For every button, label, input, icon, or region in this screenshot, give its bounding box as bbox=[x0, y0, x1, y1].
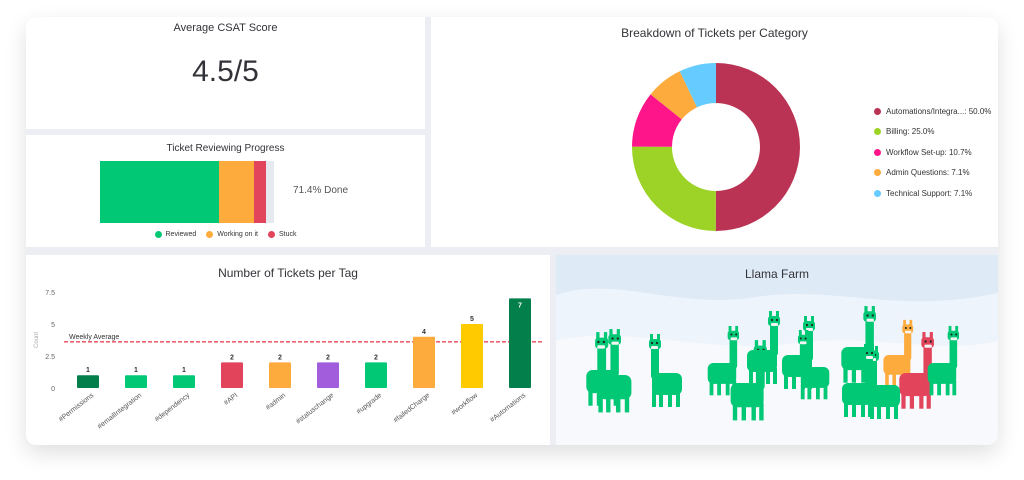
x-tick-label: #emailIntegration bbox=[97, 392, 144, 431]
bar[interactable] bbox=[221, 362, 243, 388]
legend-dot-icon bbox=[267, 231, 275, 238]
bar[interactable] bbox=[509, 298, 531, 388]
bar-value-label: 5 bbox=[470, 316, 474, 323]
progress-segment bbox=[218, 161, 254, 223]
bar[interactable] bbox=[173, 375, 195, 388]
llama-figure bbox=[797, 329, 830, 400]
csat-score: 4.5/5 bbox=[192, 55, 259, 88]
llama-figure bbox=[747, 311, 780, 384]
progress-legend: Reviewed Working on it Stuck bbox=[26, 231, 425, 238]
legend-dot-icon bbox=[206, 231, 214, 238]
bar-chart: 0 2.5 5 7.5 Count Weekly Average 1 #Permissions… bbox=[34, 290, 544, 431]
donut-slice[interactable] bbox=[679, 63, 716, 108]
y-tick-label: 5 bbox=[51, 322, 55, 329]
progress-done-label: 71.4% Done bbox=[293, 185, 349, 196]
bar-value-label: 2 bbox=[374, 354, 378, 361]
category-breakdown-widget[interactable]: Breakdown of Tickets per Category Automa… bbox=[431, 17, 998, 247]
llama-figure bbox=[595, 332, 632, 413]
legend-dot-icon bbox=[154, 231, 162, 238]
bar-value-label: 7 bbox=[518, 302, 522, 309]
llama-title: Llama Farm bbox=[744, 267, 809, 281]
bar-value-label: 1 bbox=[182, 367, 186, 374]
legend-label: Reviewed bbox=[165, 231, 197, 238]
donut-legend-item: Workflow Set-up: 10.7% bbox=[874, 142, 991, 163]
legend-label: Technical Support: 7.1% bbox=[886, 188, 973, 198]
donut-legend-item: Admin Questions: 7.1% bbox=[874, 163, 991, 184]
donut-legend: Automations/Integra...: 50.0% Billing: 25… bbox=[874, 101, 991, 204]
legend-label: Automations/Integra...: 50.0% bbox=[886, 106, 992, 116]
x-tick-label: #API bbox=[223, 392, 239, 407]
legend-item: Reviewed bbox=[154, 231, 197, 238]
y-tick-label: 7.5 bbox=[45, 290, 55, 297]
llama-farm-scene bbox=[556, 288, 998, 445]
x-tick-label: #upgrade bbox=[356, 392, 384, 416]
bar[interactable] bbox=[413, 336, 435, 388]
y-tick-label: 0 bbox=[51, 386, 55, 393]
tickets-per-tag-widget[interactable]: Number of Tickets per Tag 0 2.5 5 7.5 Count W… bbox=[26, 255, 550, 445]
donut-legend-item: Technical Support: 7.1% bbox=[874, 183, 991, 204]
legend-label: Stuck bbox=[278, 231, 297, 238]
bar-value-label: 1 bbox=[134, 367, 138, 374]
donut-legend-item: Billing: 25.0% bbox=[874, 122, 991, 143]
csat-title: Average CSAT Score bbox=[173, 22, 278, 34]
bar-value-label: 2 bbox=[326, 354, 330, 361]
legend-label: Workflow Set-up: 10.7% bbox=[886, 147, 972, 157]
progress-widget[interactable]: Ticket Reviewing Progress 71.4% Done Rev… bbox=[26, 135, 425, 247]
bar[interactable] bbox=[317, 362, 339, 388]
progress-segment bbox=[254, 161, 266, 223]
bar-value-label: 2 bbox=[278, 354, 282, 361]
legend-item: Stuck bbox=[267, 231, 297, 238]
bar[interactable] bbox=[269, 362, 291, 388]
breakdown-title: Breakdown of Tickets per Category bbox=[621, 26, 808, 40]
donut-slice[interactable] bbox=[632, 94, 682, 147]
donut-chart bbox=[632, 63, 800, 231]
llama-figure bbox=[842, 344, 875, 417]
bar-value-label: 4 bbox=[422, 329, 426, 336]
x-tick-label: #dependency bbox=[154, 392, 192, 424]
x-tick-label: #admin bbox=[265, 392, 287, 412]
donut-slice[interactable] bbox=[650, 71, 697, 120]
legend-dot-icon bbox=[874, 189, 881, 197]
x-tick-label: #statuschange bbox=[295, 392, 335, 426]
llama-figure bbox=[927, 325, 960, 396]
llama-figure bbox=[649, 334, 682, 407]
x-tick-label: #failedCharge bbox=[393, 392, 432, 424]
legend-dot-icon bbox=[874, 128, 881, 136]
bar-value-label: 2 bbox=[230, 354, 234, 361]
x-tick-label: #workflow bbox=[450, 391, 480, 416]
bar[interactable] bbox=[125, 375, 147, 388]
llama-farm-widget[interactable]: Llama Farm bbox=[556, 255, 998, 445]
legend-item: Working on it bbox=[206, 231, 258, 238]
y-tick-label: 2.5 bbox=[45, 354, 55, 361]
legend-dot-icon bbox=[874, 148, 881, 156]
progress-title: Ticket Reviewing Progress bbox=[166, 143, 285, 154]
weekly-average-label: Weekly Average bbox=[69, 334, 119, 341]
tags-title: Number of Tickets per Tag bbox=[218, 266, 358, 280]
progress-segment bbox=[100, 161, 219, 223]
donut-slice[interactable] bbox=[715, 63, 800, 231]
legend-dot-icon bbox=[874, 107, 881, 115]
legend-label: Billing: 25.0% bbox=[886, 127, 935, 137]
legend-label: Admin Questions: 7.1% bbox=[886, 168, 970, 178]
legend-dot-icon bbox=[874, 169, 881, 177]
legend-label: Working on it bbox=[217, 231, 258, 238]
y-axis-label: Count bbox=[34, 332, 40, 348]
bar[interactable] bbox=[77, 375, 99, 388]
donut-slice[interactable] bbox=[632, 146, 716, 231]
x-tick-label: #Automations bbox=[489, 392, 527, 424]
bar[interactable] bbox=[365, 362, 387, 388]
progress-bar bbox=[100, 161, 266, 223]
csat-widget[interactable]: Average CSAT Score 4.5/5 bbox=[26, 17, 425, 129]
dashboard: Average CSAT Score 4.5/5 Ticket Reviewin… bbox=[26, 17, 998, 445]
bar-value-label: 1 bbox=[86, 367, 90, 374]
x-tick-label: #Permissions bbox=[58, 392, 96, 424]
donut-legend-item: Automations/Integra...: 50.0% bbox=[874, 101, 991, 122]
bar[interactable] bbox=[461, 324, 483, 388]
